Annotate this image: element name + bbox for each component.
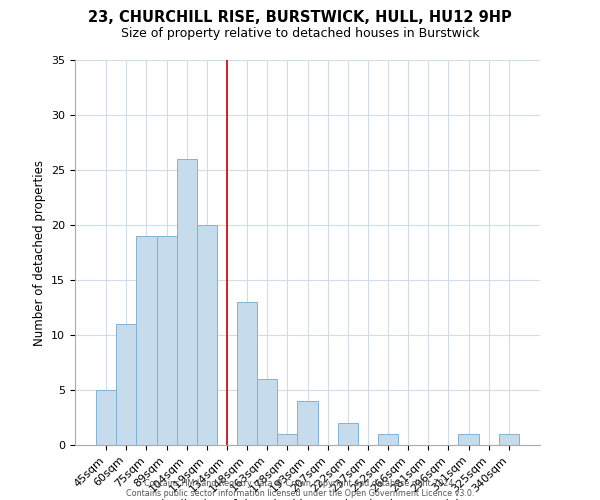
Bar [338,423,358,445]
Text: Contains HM Land Registry data © Crown copyright and database right 2024.: Contains HM Land Registry data © Crown c… [144,478,456,488]
Bar [176,159,197,445]
Bar [378,434,398,445]
Text: Size of property relative to detached houses in Burstwick: Size of property relative to detached ho… [121,28,479,40]
Text: 23, CHURCHILL RISE, BURSTWICK, HULL, HU12 9HP: 23, CHURCHILL RISE, BURSTWICK, HULL, HU1… [88,10,512,25]
Bar [116,324,136,445]
Y-axis label: Number of detached properties: Number of detached properties [32,160,46,346]
Bar [197,225,217,445]
Bar [237,302,257,445]
Bar [157,236,176,445]
Bar [298,401,317,445]
Text: Contains public sector information licensed under the Open Government Licence v3: Contains public sector information licen… [126,488,474,498]
Bar [96,390,116,445]
Bar [136,236,157,445]
Bar [499,434,519,445]
Bar [257,379,277,445]
Bar [458,434,479,445]
Bar [277,434,298,445]
